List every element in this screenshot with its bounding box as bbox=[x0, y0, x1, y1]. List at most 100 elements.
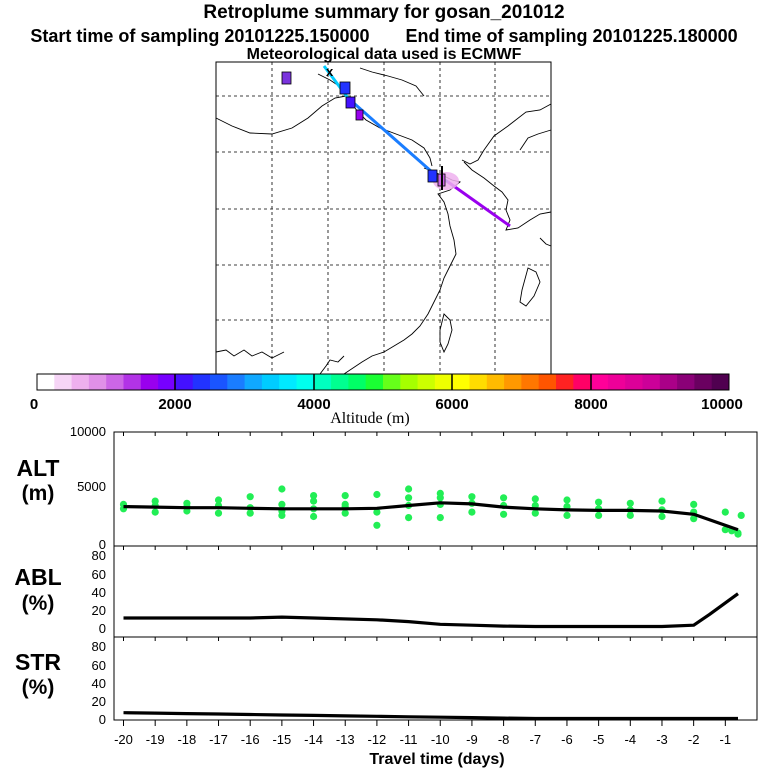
x-tick-label: -20 bbox=[114, 732, 133, 747]
colorbar-cell bbox=[313, 374, 332, 390]
alt-particle-point bbox=[405, 485, 413, 493]
alt-particle-point bbox=[626, 499, 634, 507]
alt-particle-point bbox=[214, 496, 223, 504]
x-tick-label: -10 bbox=[431, 732, 450, 747]
str-ytick: 80 bbox=[92, 639, 106, 654]
alt-particle-point bbox=[310, 512, 318, 521]
alt-particle-point bbox=[737, 511, 745, 519]
x-tick-label: -11 bbox=[400, 732, 418, 747]
alt-particle-point bbox=[310, 497, 318, 505]
colorbar-label: Altitude (m) bbox=[330, 410, 410, 427]
alt-particle-point bbox=[563, 511, 571, 519]
abl-ytick: 60 bbox=[92, 567, 106, 582]
colorbar-major-ticks bbox=[174, 374, 592, 390]
colorbar-tick-label: 2000 bbox=[158, 396, 191, 413]
x-tick-label: -5 bbox=[593, 732, 605, 747]
colorbar-cell bbox=[71, 374, 90, 390]
str-ytick: 20 bbox=[92, 694, 106, 709]
colorbar-cell bbox=[365, 374, 384, 390]
panel-outer-frame bbox=[113, 431, 758, 721]
x-tick-label: -12 bbox=[368, 732, 387, 747]
alt-particle-point bbox=[595, 498, 603, 506]
x-tick-label: -19 bbox=[146, 732, 165, 747]
x-axis-ticks: -20 -19 -18 -17 -16 -15 -14 -13 -12 -11 -10 -9 -8 -7 -… bbox=[114, 432, 731, 747]
colorbar-tick-label: 8000 bbox=[574, 396, 607, 413]
str-label: STR bbox=[15, 649, 61, 675]
alt-particle-point bbox=[373, 490, 381, 499]
colorbar-cell bbox=[694, 374, 713, 390]
colorbar-tick-label: 4000 bbox=[297, 396, 330, 413]
plume-marker bbox=[427, 169, 438, 183]
colorbar-cell bbox=[158, 374, 176, 390]
colorbar-cell bbox=[106, 374, 124, 390]
start-time-label: Start time of sampling 20101225.150000 bbox=[30, 26, 370, 46]
colorbar-tick-label: 10000 bbox=[701, 396, 743, 413]
x-tick-label: -16 bbox=[241, 732, 260, 747]
abl-series-line bbox=[123, 592, 739, 629]
colorbar-cell bbox=[383, 374, 401, 390]
end-time-label: End time of sampling 20101225.180000 bbox=[405, 26, 738, 46]
colorbar: 0 2000 4000 6000 8000 10000 Altitude (m) bbox=[30, 373, 743, 427]
trajectory-label-x: x bbox=[326, 64, 334, 79]
alt-particle-point bbox=[531, 495, 539, 503]
alt-particle-point bbox=[531, 509, 539, 517]
colorbar-cell bbox=[521, 374, 540, 390]
map-coastlines bbox=[215, 67, 552, 375]
alt-particle-point bbox=[278, 511, 286, 519]
alt-particle-point bbox=[246, 493, 254, 501]
alt-particle-point bbox=[436, 514, 444, 522]
x-tick-label: -15 bbox=[272, 732, 291, 747]
alt-label: ALT bbox=[16, 455, 59, 481]
alt-particle-point bbox=[690, 500, 698, 508]
alt-particle-point bbox=[658, 497, 666, 505]
alt-particle-point bbox=[373, 521, 381, 529]
alt-particle-point bbox=[500, 494, 508, 502]
colorbar-cell bbox=[37, 374, 55, 390]
str-series-line bbox=[123, 711, 738, 721]
colorbar-cell bbox=[331, 374, 349, 390]
alt-particle-point bbox=[341, 492, 349, 500]
plume-marker bbox=[281, 71, 292, 85]
x-tick-label: -13 bbox=[336, 732, 355, 747]
alt-particle-point bbox=[341, 509, 349, 517]
colorbar-cell bbox=[348, 374, 367, 390]
colorbar-cell bbox=[486, 374, 505, 390]
x-tick-label: -3 bbox=[656, 732, 668, 747]
alt-particle-point bbox=[721, 526, 729, 534]
alt-particle-point bbox=[658, 512, 666, 521]
colorbar-cell bbox=[140, 374, 159, 390]
colorbar-cell bbox=[261, 374, 280, 390]
colorbar-cell bbox=[677, 374, 695, 390]
abl-unit: (%) bbox=[22, 592, 55, 615]
colorbar-tick-label: 6000 bbox=[435, 396, 468, 413]
colorbar-cell bbox=[192, 374, 211, 390]
colorbar-cell bbox=[469, 374, 488, 390]
plume-marker bbox=[355, 109, 364, 121]
colorbar-cell bbox=[625, 374, 643, 390]
colorbar-cell bbox=[296, 374, 315, 390]
colorbar-cell bbox=[227, 374, 246, 390]
x-tick-label: -6 bbox=[561, 732, 573, 747]
alt-particle-point bbox=[278, 500, 286, 508]
colorbar-cell bbox=[54, 374, 73, 390]
colorbar-tick-label: 0 bbox=[30, 396, 38, 413]
str-ytick: 60 bbox=[92, 658, 106, 673]
colorbar-cell bbox=[556, 374, 574, 390]
trajectory-markers: x bbox=[281, 64, 459, 190]
alt-particle-point bbox=[214, 509, 223, 517]
colorbar-cells bbox=[37, 374, 730, 390]
sampling-times: Start time of sampling 20101225.150000 En… bbox=[0, 26, 768, 47]
plume-marker bbox=[345, 96, 356, 109]
abl-ytick: 0 bbox=[99, 621, 106, 636]
alt-particle-point bbox=[151, 508, 159, 516]
alt-unit: (m) bbox=[22, 482, 55, 505]
map-panel: x bbox=[215, 61, 552, 375]
x-axis-label: Travel time (days) bbox=[369, 751, 504, 768]
x-tick-label: -17 bbox=[209, 732, 228, 747]
x-tick-label: -7 bbox=[529, 732, 541, 747]
alt-particle-point bbox=[405, 514, 413, 522]
alt-particle-point bbox=[721, 508, 729, 516]
colorbar-cell bbox=[244, 374, 263, 390]
colorbar-cell bbox=[123, 374, 142, 390]
alt-particle-point bbox=[563, 496, 571, 504]
